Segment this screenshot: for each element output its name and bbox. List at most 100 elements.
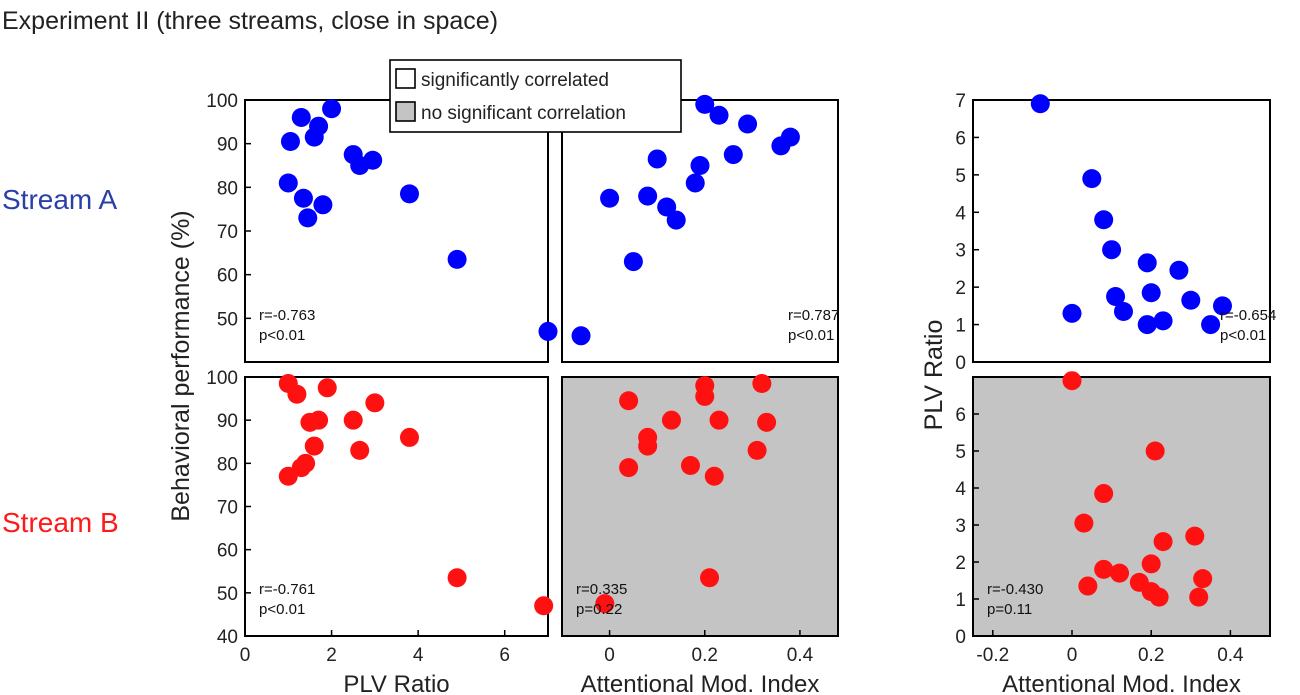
data-point [304, 436, 324, 456]
y-tick-label: 50 [217, 309, 238, 330]
correlation-r-label: r=-0.763 [259, 307, 315, 324]
data-point [1193, 569, 1213, 589]
legend: significantly correlated no significant … [389, 59, 682, 133]
data-point [647, 149, 667, 169]
data-point [1094, 559, 1114, 579]
data-point [1074, 513, 1094, 533]
y-tick-label: 100 [206, 368, 238, 389]
data-point [1169, 260, 1189, 280]
y-tick-label: 2 [955, 553, 966, 574]
data-point [723, 145, 743, 165]
y-tick-label: 90 [217, 135, 238, 156]
scatter-panel-b-plv: 0 2 4 6 40 50 60 70 80 90 100 PLV Ratio r=-0.761 p<0.… [206, 368, 554, 695]
data-point [638, 436, 658, 456]
y-tick-label: 4 [955, 203, 966, 224]
data-point [1137, 253, 1157, 273]
data-point [661, 410, 681, 430]
data-point [1149, 587, 1169, 607]
data-point [690, 156, 710, 175]
data-point [1106, 287, 1126, 306]
data-point [1145, 441, 1165, 461]
data-point [447, 568, 467, 588]
x-tick-label: 0.4 [787, 645, 814, 666]
y-tick-label: 50 [217, 584, 238, 605]
data-point [399, 184, 419, 204]
data-point [1141, 283, 1161, 303]
data-point [709, 105, 729, 125]
row-label-stream-b: Stream B [2, 507, 119, 538]
y-tick-label: 0 [955, 353, 966, 374]
x-tick-label: 0.2 [1138, 645, 1164, 666]
data-point [680, 455, 700, 475]
x-axis-label-r-b: Attentional Mod. Index [1002, 671, 1241, 695]
data-point [595, 594, 615, 614]
data-point [343, 410, 363, 430]
data-point [752, 373, 772, 393]
y-tick-label: 80 [217, 454, 238, 475]
data-point [538, 321, 558, 341]
data-point [1153, 311, 1173, 331]
data-point [1181, 290, 1201, 310]
data-point [1201, 315, 1221, 335]
data-point [704, 466, 724, 486]
data-point [1153, 532, 1173, 552]
data-point [365, 393, 385, 413]
data-point [399, 427, 419, 447]
data-point [1082, 169, 1102, 189]
data-point [1030, 94, 1050, 114]
correlation-r-label: r=-0.654 [1220, 307, 1276, 324]
y-tick-label: 70 [217, 222, 238, 243]
right-y-axis-label: PLV Ratio [920, 320, 948, 431]
scatter-panel-b-ami: 0 0.2 0.4 Attentional Mod. Index r=0.335 p=0.… [561, 373, 839, 695]
y-tick-label: 5 [955, 166, 966, 187]
data-point [447, 249, 467, 269]
y-tick-label: 7 [955, 91, 966, 112]
data-point [600, 188, 620, 208]
correlation-p-label: p<0.01 [259, 601, 305, 618]
x-tick-label: 2 [326, 645, 337, 666]
data-point [534, 596, 554, 616]
correlation-p-label: p=0.22 [576, 601, 622, 618]
correlation-r-label: r=0.787 [788, 307, 839, 324]
data-point [322, 99, 342, 119]
data-point [1094, 484, 1114, 504]
data-point [293, 188, 313, 208]
data-point [738, 114, 758, 134]
correlation-r-label: r=-0.761 [259, 581, 315, 598]
data-point [757, 412, 777, 432]
correlation-r-label: r=-0.430 [987, 581, 1043, 598]
data-point [780, 127, 800, 147]
data-point [685, 173, 705, 193]
legend-swatch-significant [395, 68, 416, 89]
y-tick-label: 40 [217, 627, 238, 648]
data-point [291, 107, 311, 127]
plot-frame-b-plv [244, 376, 549, 637]
data-point [350, 440, 370, 460]
x-tick-label: 0 [604, 645, 615, 666]
y-tick-label: 3 [955, 516, 966, 537]
data-point [1062, 303, 1082, 323]
data-point [1078, 576, 1098, 596]
plots-layer: 5060708090100r=-0.763p<0.01r=0.787p<0.01… [206, 91, 1276, 695]
scatter-panel-a-ami: r=0.787 p<0.01 [561, 94, 839, 363]
correlation-p-label: p<0.01 [259, 327, 305, 344]
data-point [619, 458, 639, 478]
y-tick-label: 3 [955, 241, 966, 262]
y-tick-label: 90 [217, 411, 238, 432]
data-point [1094, 210, 1114, 230]
plot-frame-r-a [972, 99, 1271, 363]
data-point [657, 197, 677, 217]
plot-frame-r-b [972, 376, 1271, 637]
y-tick-label: 0 [955, 627, 966, 648]
x-tick-label: -0.2 [976, 645, 1009, 666]
correlation-p-label: p<0.01 [788, 327, 834, 344]
data-point [619, 391, 639, 411]
correlation-p-label: p=0.11 [987, 601, 1032, 618]
y-tick-label: 2 [955, 278, 966, 299]
data-point [363, 150, 383, 170]
data-point [623, 252, 643, 272]
x-axis-label-b-plv: PLV Ratio [343, 671, 449, 695]
x-tick-label: 0.2 [692, 645, 718, 666]
y-tick-label: 100 [206, 91, 238, 112]
